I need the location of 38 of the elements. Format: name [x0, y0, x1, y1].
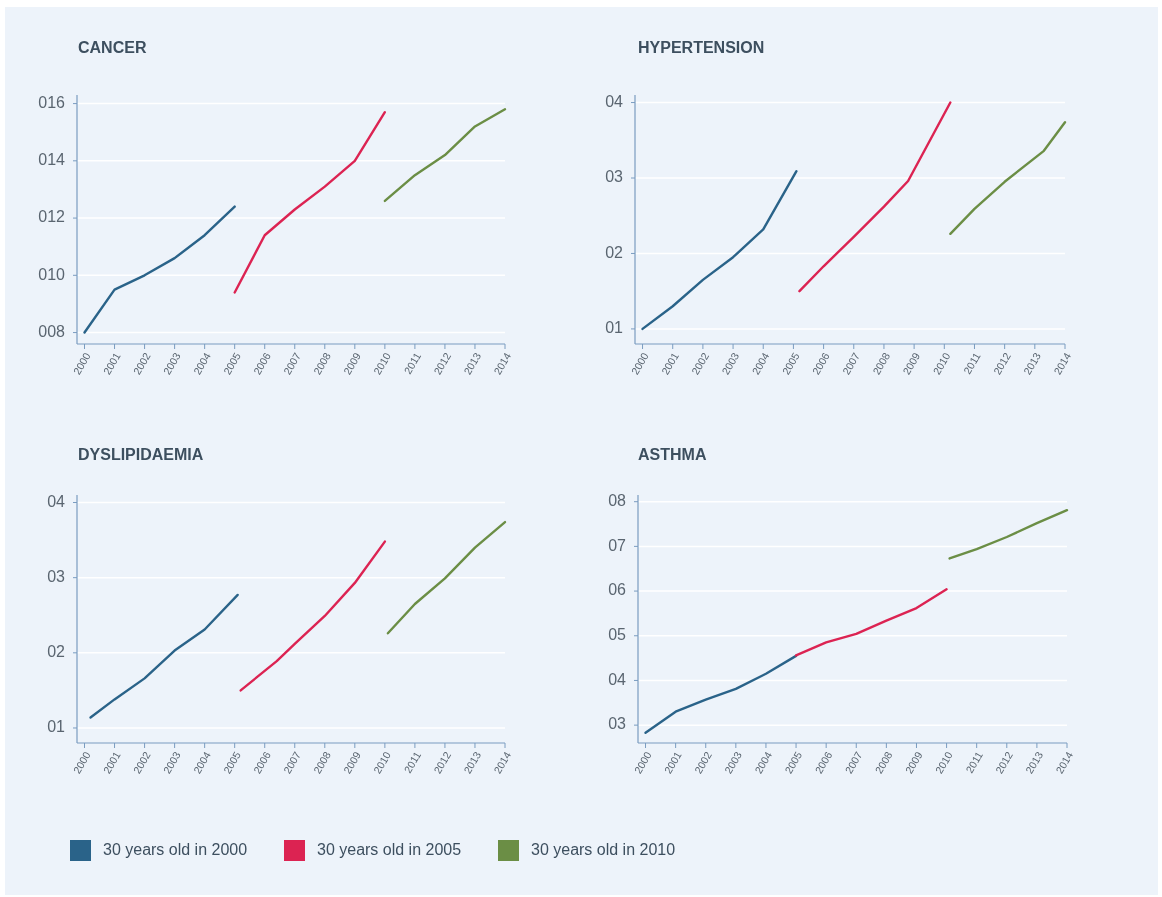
chart-title: DYSLIPIDAEMIA [78, 446, 204, 463]
line-series [948, 508, 1069, 560]
line-series [949, 120, 1067, 236]
y-tick-label: 08 [608, 491, 627, 509]
chart-title: HYPERTENSION [638, 39, 765, 56]
legend-label: 30 years old in 2005 [317, 841, 462, 859]
line-series [233, 110, 387, 294]
line-series [83, 205, 236, 334]
y-tick-label: 04 [47, 492, 66, 510]
line-series [798, 101, 952, 293]
line-series [644, 654, 798, 734]
y-tick-label: 05 [608, 625, 627, 643]
y-tick-label: 01 [47, 718, 66, 736]
legend-label: 30 years old in 2000 [103, 841, 248, 859]
y-tick-label: 016 [38, 93, 66, 111]
y-tick-label: 010 [38, 265, 66, 283]
y-tick-label: 04 [605, 92, 624, 110]
y-tick-label: 06 [608, 581, 627, 599]
line-series [89, 593, 239, 719]
line-series [386, 520, 507, 635]
y-tick-label: 012 [38, 208, 66, 226]
y-tick-label: 02 [47, 643, 66, 661]
y-tick-label: 03 [605, 168, 624, 186]
y-tick-label: 03 [47, 567, 66, 585]
y-tick-label: 008 [38, 322, 66, 340]
y-tick-label: 07 [608, 536, 627, 554]
line-series [641, 170, 798, 331]
line-series [794, 588, 948, 657]
y-tick-label: 014 [38, 151, 66, 169]
y-tick-label: 04 [608, 670, 627, 688]
line-series [383, 108, 507, 203]
line-series [239, 540, 387, 692]
y-tick-label: 01 [605, 319, 624, 337]
y-tick-label: 03 [608, 715, 627, 733]
y-tick-label: 02 [605, 243, 624, 261]
chart-title: ASTHMA [638, 446, 707, 463]
legend-label: 30 years old in 2010 [531, 841, 676, 859]
chart-title: CANCER [78, 39, 147, 56]
